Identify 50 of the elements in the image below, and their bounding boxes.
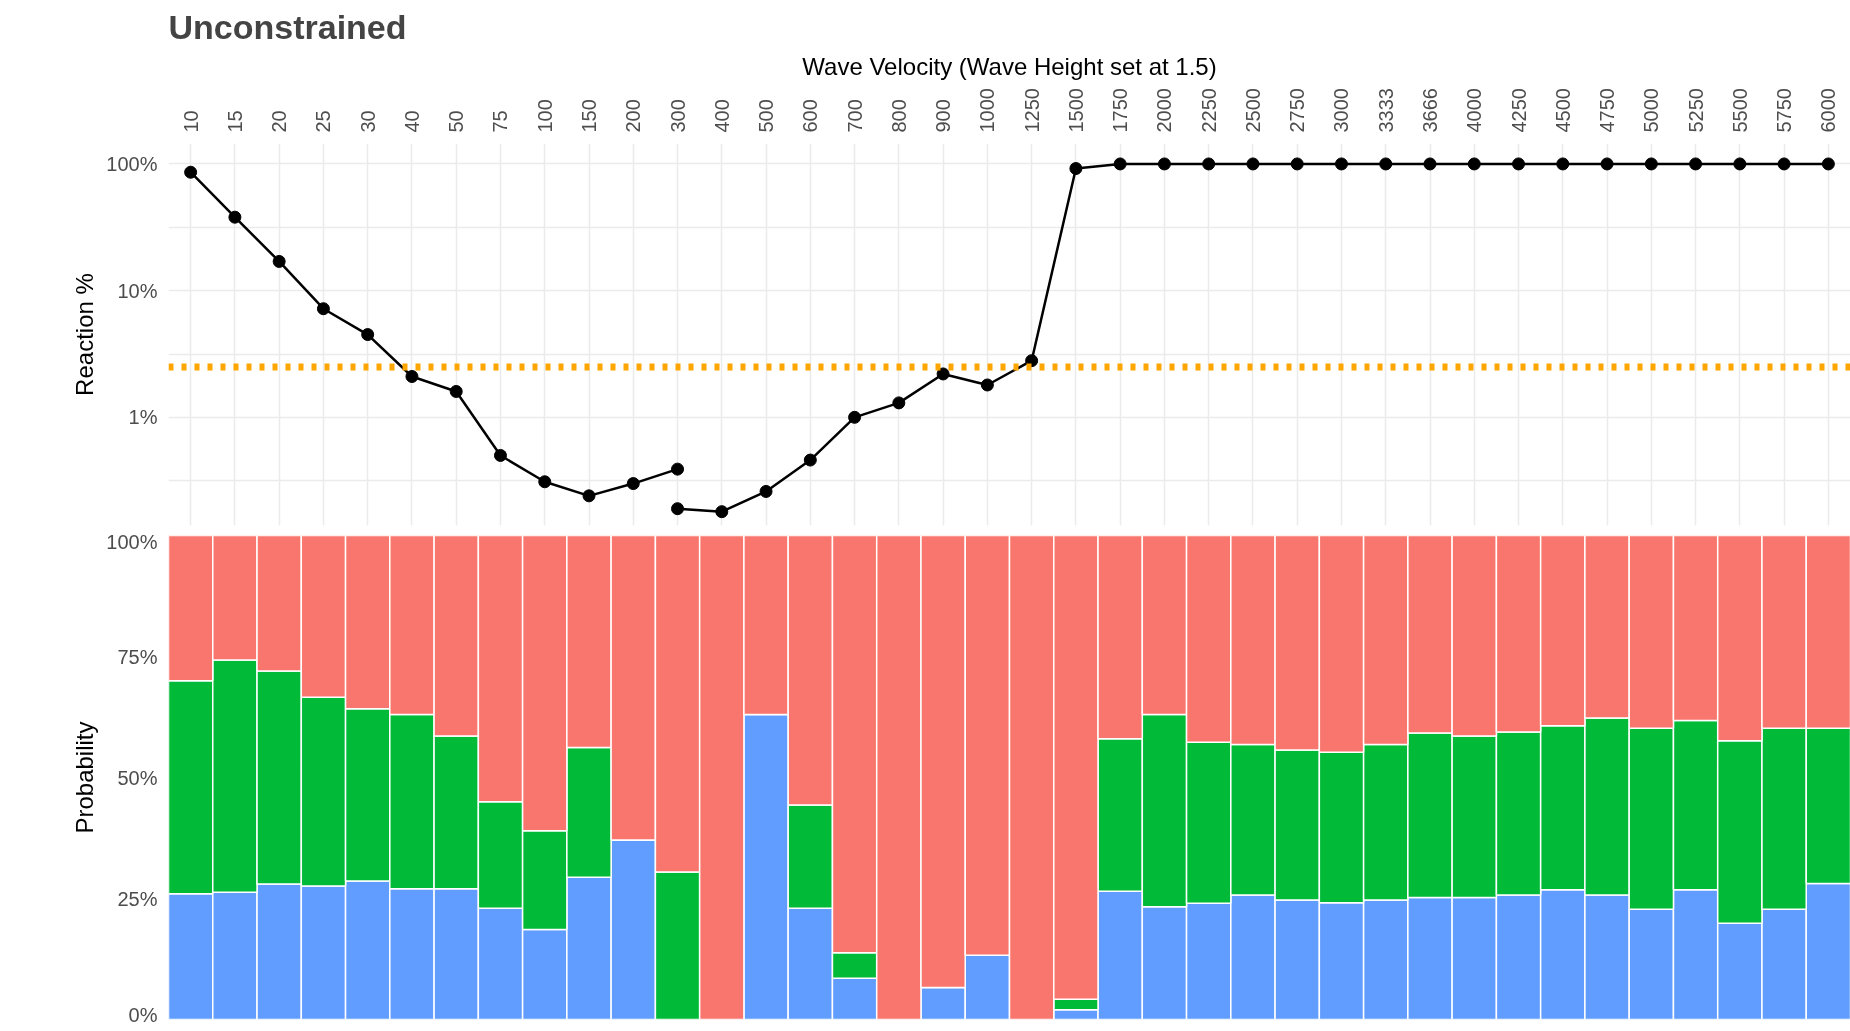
x-tick-label: 2750	[1286, 88, 1309, 133]
y-tick-label: 0%	[128, 1003, 158, 1026]
x-tick-label: 15	[223, 110, 246, 133]
x-tick-label: 1000	[976, 88, 999, 133]
x-tick-label: 1750	[1109, 88, 1132, 133]
x-tick-label: 4000	[1463, 88, 1486, 133]
x-tick-label: 2000	[1153, 88, 1176, 133]
x-tick-label: 5500	[1728, 88, 1751, 133]
y-axis-title: Probability	[71, 721, 99, 834]
x-tick-label: 75	[489, 110, 512, 133]
x-tick-label: 500	[755, 99, 778, 133]
x-tick-label: 700	[843, 99, 866, 133]
x-tick-label: 300	[666, 99, 689, 133]
x-tick-label: 900	[932, 99, 955, 133]
x-tick-label: 800	[887, 99, 910, 133]
y-tick-label: 75%	[117, 645, 158, 668]
x-tick-label: 5000	[1640, 88, 1663, 133]
x-tick-label: 5750	[1773, 88, 1796, 133]
x-tick-label: 10	[179, 110, 202, 133]
x-tick-label: 1250	[1020, 88, 1043, 133]
x-tick-label: 4750	[1596, 88, 1619, 133]
x-tick-label: 2250	[1197, 88, 1220, 133]
x-tick-label: 150	[578, 99, 600, 133]
x-tick-label: 3000	[1330, 88, 1353, 133]
x-tick-label: 600	[799, 99, 822, 133]
x-tick-label: 50	[445, 110, 468, 133]
x-tick-label: 30	[356, 110, 379, 133]
x-tick-label: 1500	[1064, 88, 1087, 133]
x-tick-label: 400	[710, 99, 733, 133]
x-tick-label: 200	[622, 99, 645, 133]
y-tick-label: 50%	[117, 766, 158, 789]
y-tick-label: 10%	[117, 279, 158, 302]
x-tick-label: 6000	[1817, 88, 1840, 133]
x-tick-label: 3333	[1374, 88, 1397, 133]
y-tick-label: 100%	[106, 152, 158, 175]
x-tick-label: 100	[533, 99, 556, 133]
y-tick-label: 25%	[117, 887, 158, 910]
x-axis-title: Wave Velocity (Wave Height set at 1.5)	[802, 53, 1217, 81]
y-tick-label: 100%	[106, 530, 158, 553]
x-tick-label: 25	[312, 110, 335, 133]
x-tick-label: 4500	[1551, 88, 1574, 133]
chart-title: Unconstrained	[168, 7, 407, 46]
x-tick-label: 20	[268, 110, 291, 133]
x-tick-label: 3666	[1419, 88, 1441, 133]
x-tick-label: 4250	[1507, 88, 1530, 133]
x-tick-label: 40	[400, 110, 423, 133]
y-axis-title: Reaction %	[71, 273, 99, 396]
x-tick-label: 5250	[1684, 88, 1707, 133]
x-tick-label: 2500	[1241, 88, 1264, 133]
y-tick-label: 1%	[128, 406, 158, 429]
